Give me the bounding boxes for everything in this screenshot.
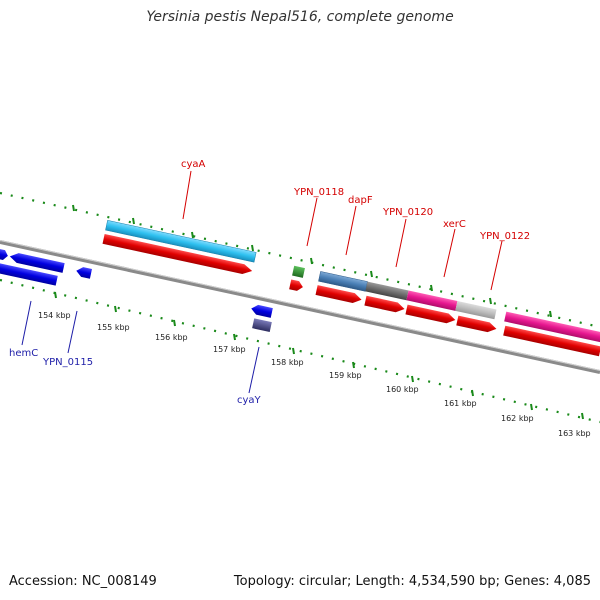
gene-label-YPN_0120[interactable]: YPN_0120 — [382, 207, 433, 218]
dapF-leader — [345, 205, 357, 256]
inner-major-tick — [173, 319, 176, 327]
tick-label: 161 kbp — [444, 399, 477, 408]
YPN_0122-feature[interactable] — [504, 311, 600, 343]
cyaA-feature[interactable] — [105, 219, 257, 263]
YPN_0120-cds-arrow[interactable] — [364, 295, 405, 314]
YPN_0118-leader — [306, 197, 318, 247]
cyaY-feature[interactable] — [252, 318, 272, 332]
cyaY-cds-arrow[interactable] — [250, 304, 273, 318]
inner-major-tick — [530, 403, 533, 411]
outer-major-tick — [549, 310, 552, 318]
outer-major-tick — [430, 284, 433, 292]
outer-major-tick — [489, 297, 492, 305]
inner-major-tick — [114, 305, 117, 313]
YPN_0116-cds-arrow[interactable] — [75, 266, 93, 279]
reverse-feature-track — [0, 261, 272, 332]
outer-tick-ring — [0, 191, 600, 329]
hemC-upstream-cds-arrow[interactable] — [0, 248, 9, 261]
outer-major-tick — [191, 231, 194, 239]
tick-label: 162 kbp — [501, 414, 534, 423]
gene-label-cyaA[interactable]: cyaA — [181, 159, 206, 170]
xerC-feature[interactable] — [406, 290, 458, 311]
inner-major-tick — [581, 412, 584, 420]
gene-label-YPN_0122[interactable]: YPN_0122 — [479, 231, 530, 242]
xerC-cds-arrow[interactable] — [405, 304, 456, 325]
inner-major-tick — [471, 389, 474, 397]
accession-text: Accession: NC_008149 — [9, 574, 157, 589]
genome-summary-text: Topology: circular; Length: 4,534,590 bp… — [233, 574, 591, 589]
YPN_0115-leader — [67, 310, 78, 354]
gene-label-YPN_0115[interactable]: YPN_0115 — [42, 357, 93, 368]
YPN_0121-cds-arrow[interactable] — [456, 315, 497, 334]
gene-label-xerC[interactable]: xerC — [443, 219, 466, 230]
inner-major-tick — [233, 333, 236, 341]
YPN_0118-cds-arrow[interactable] — [289, 279, 304, 292]
forward-feature-track — [105, 219, 600, 343]
inner-tick-ring — [0, 278, 600, 424]
inner-major-tick — [292, 347, 295, 355]
cyaA-cds-arrow[interactable] — [102, 233, 254, 276]
YPN_0122-cds-arrow[interactable] — [503, 325, 600, 357]
tick-label: 158 kbp — [271, 358, 304, 367]
outer-major-tick — [132, 217, 135, 225]
forward-cds-track — [102, 233, 600, 357]
cyaY-leader — [248, 346, 260, 394]
tick-label: 155 kbp — [97, 323, 130, 332]
YPN_0120-leader — [395, 218, 407, 268]
tick-label: 154 kbp — [38, 311, 71, 320]
reverse-gene-labels: hemC YPN_0115 cyaY — [9, 300, 262, 406]
gene-label-dapF[interactable]: dapF — [348, 195, 373, 206]
YPN_0122-leader — [490, 240, 503, 291]
gene-label-hemC[interactable]: hemC — [9, 348, 38, 359]
dapF-cds-arrow[interactable] — [315, 285, 363, 304]
genome-backbone — [0, 240, 600, 374]
tick-label: 157 kbp — [213, 345, 246, 354]
hemC-leader — [21, 300, 32, 346]
YPN_0120-feature[interactable] — [365, 281, 409, 301]
gene-label-cyaY[interactable]: cyaY — [237, 395, 262, 406]
map-title: Yersinia pestis Nepal516, complete genom… — [146, 9, 454, 25]
inner-major-tick — [54, 291, 57, 299]
reverse-cds-track — [0, 248, 273, 318]
tick-label: 160 kbp — [386, 385, 419, 394]
tick-label: 163 kbp — [558, 429, 591, 438]
cyaA-leader — [182, 170, 192, 220]
gene-label-YPN_0118[interactable]: YPN_0118 — [293, 187, 344, 198]
YPN_0121-feature[interactable] — [455, 301, 497, 320]
inner-major-tick — [411, 375, 414, 383]
hemC-feature[interactable] — [0, 261, 58, 286]
outer-major-tick — [310, 257, 313, 265]
YPN_0115-cds-arrow[interactable] — [9, 251, 65, 273]
forward-gene-labels: cyaA YPN_0118 dapF YPN_0120 xerC YPN_012… — [181, 159, 530, 291]
tick-label: 156 kbp — [155, 333, 188, 342]
outer-major-tick — [370, 270, 373, 278]
xerC-leader — [443, 228, 456, 278]
tick-labels: 154 kbp 155 kbp 156 kbp 157 kbp 158 kbp … — [38, 311, 591, 438]
YPN_0118-feature[interactable] — [292, 265, 305, 278]
tick-label: 159 kbp — [329, 371, 362, 380]
outer-major-tick — [72, 204, 75, 212]
inner-major-tick — [352, 361, 355, 369]
outer-major-tick — [251, 244, 254, 252]
